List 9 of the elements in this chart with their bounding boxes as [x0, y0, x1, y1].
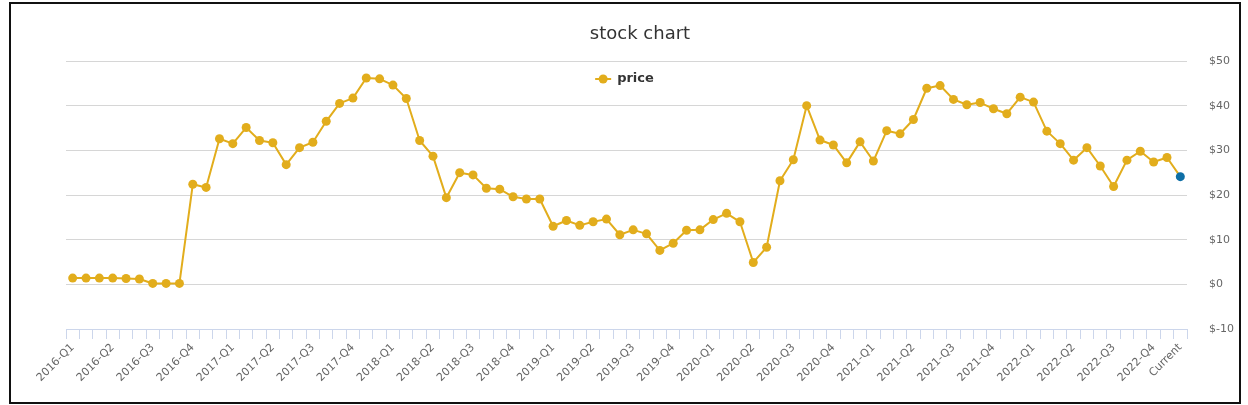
- y-tick-label: $50: [1209, 53, 1230, 67]
- y-tick-label: $40: [1209, 98, 1230, 112]
- chart-title: stock chart: [589, 21, 691, 43]
- y-tick-label: $-10: [1209, 321, 1234, 335]
- y-tick-label: $20: [1209, 187, 1230, 201]
- y-tick-label: $30: [1209, 143, 1230, 157]
- legend-label: price: [617, 70, 655, 86]
- y-tick-label: $10: [1209, 232, 1230, 246]
- y-tick-label: $0: [1209, 277, 1223, 291]
